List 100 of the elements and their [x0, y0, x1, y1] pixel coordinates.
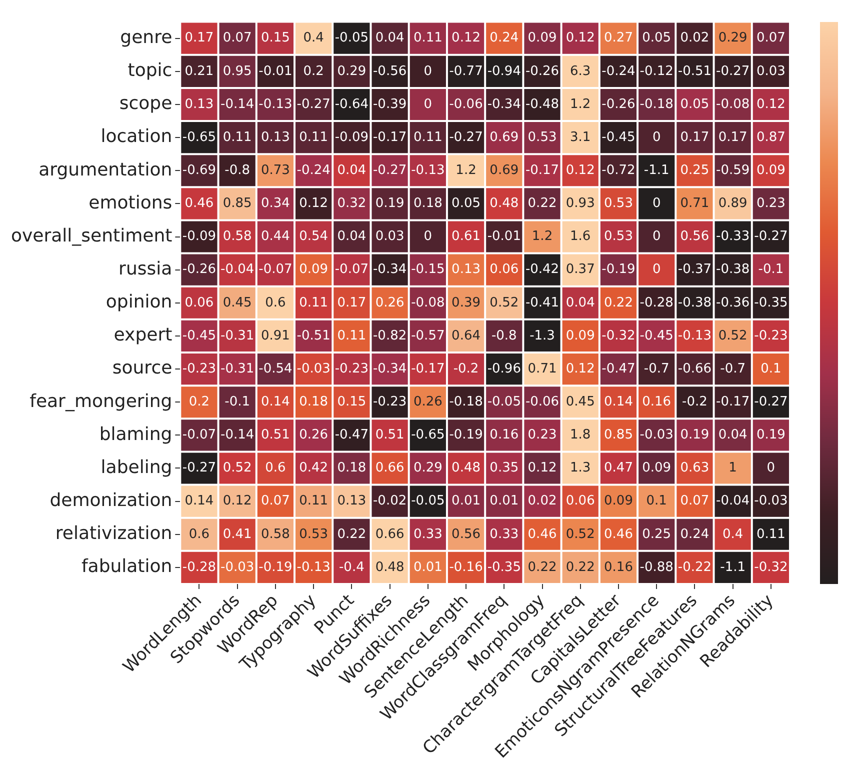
data-label: -0.36 — [716, 295, 750, 310]
data-label: -0.23 — [372, 394, 407, 410]
data-label: 0.11 — [299, 130, 328, 145]
data-label: 0.17 — [680, 130, 710, 145]
data-label: 0.37 — [566, 262, 595, 278]
data-label: 0.17 — [337, 295, 366, 310]
data-label: -0.1 — [224, 394, 250, 410]
data-label: -0.82 — [372, 328, 407, 344]
data-label: 0.44 — [260, 229, 290, 244]
data-label: -0.19 — [258, 560, 292, 575]
data-label: 0.23 — [528, 428, 557, 443]
data-label: 0.06 — [490, 262, 519, 278]
data-label: -0.37 — [678, 262, 712, 278]
data-label: -0.16 — [449, 560, 483, 575]
data-label: 1.2 — [532, 229, 553, 244]
data-label: 0.69 — [490, 162, 519, 178]
data-label: 0.53 — [528, 130, 557, 145]
data-label: 0.22 — [566, 560, 595, 575]
data-label: 0.6 — [188, 526, 210, 542]
data-label: -0.57 — [411, 328, 445, 344]
data-label: -0.03 — [640, 428, 674, 443]
data-label: 0.05 — [680, 96, 710, 112]
y-tick-label: argumentation — [38, 159, 172, 180]
data-label: -0.65 — [182, 130, 216, 145]
data-label: -0.23 — [754, 328, 788, 344]
data-label: 0.29 — [718, 30, 748, 46]
data-label: 1.6 — [570, 229, 591, 244]
data-label: -0.34 — [372, 361, 407, 376]
data-label: -0.17 — [525, 162, 560, 178]
data-label: 0.05 — [452, 196, 480, 212]
y-tick-label: labeling — [100, 456, 172, 478]
data-label: 0 — [652, 262, 661, 278]
data-label: 0.14 — [184, 494, 214, 509]
data-label: -0.47 — [334, 428, 368, 443]
data-label: -0.27 — [449, 130, 483, 145]
y-tick-label: russia — [118, 258, 172, 280]
data-label: 0.16 — [642, 394, 672, 410]
data-label: 0.04 — [337, 162, 366, 178]
data-label: 0.07 — [260, 494, 290, 509]
data-label: 0.04 — [566, 295, 595, 310]
data-label: -0.22 — [678, 560, 712, 575]
data-label: 0.29 — [413, 460, 442, 476]
data-label: 0.71 — [680, 196, 710, 212]
data-label: 0.22 — [528, 560, 557, 575]
data-label: -0.13 — [296, 560, 330, 575]
data-label: -0.04 — [220, 262, 254, 278]
data-label: 0.06 — [184, 295, 214, 310]
data-label: 0.17 — [718, 130, 748, 145]
data-label: 0.53 — [299, 526, 328, 542]
data-label: 0.61 — [452, 229, 480, 244]
data-label: 0.26 — [375, 295, 404, 310]
data-label: -0.2 — [453, 361, 479, 376]
data-label: -0.26 — [525, 64, 560, 79]
data-label: 0.48 — [490, 196, 519, 212]
data-label: -0.27 — [182, 460, 216, 476]
data-label: -0.23 — [334, 361, 368, 376]
data-label: 0.26 — [413, 394, 442, 410]
data-label: 0.52 — [718, 328, 748, 344]
data-label: -0.7 — [644, 361, 670, 376]
data-label: 0.51 — [260, 428, 290, 443]
data-label: 0 — [652, 196, 661, 212]
data-label: -1.1 — [644, 162, 670, 178]
data-label: 0.32 — [337, 196, 366, 212]
data-label: -0.08 — [411, 295, 445, 310]
data-label: 0.12 — [566, 162, 595, 178]
data-label: -0.41 — [525, 295, 560, 310]
data-label: 0.09 — [642, 460, 672, 476]
data-label: 0.12 — [222, 494, 252, 509]
data-label: -0.07 — [334, 262, 368, 278]
data-label: -0.07 — [258, 262, 292, 278]
data-label: 0.01 — [490, 494, 519, 509]
data-label: -0.03 — [754, 494, 788, 509]
data-label: -0.72 — [602, 162, 636, 178]
data-label: 0.58 — [222, 229, 252, 244]
data-label: 0.63 — [680, 460, 710, 476]
data-label: -0.02 — [372, 494, 407, 509]
data-label: -0.2 — [682, 394, 708, 410]
data-label: -0.96 — [487, 361, 521, 376]
data-label: 0.19 — [756, 428, 786, 443]
data-label: 0.19 — [680, 428, 710, 443]
data-label: 0.85 — [222, 196, 252, 212]
y-tick-label: demonization — [50, 490, 172, 511]
data-label: 1 — [728, 460, 737, 476]
data-label: -0.17 — [716, 394, 750, 410]
data-label: 0.15 — [260, 30, 290, 46]
data-label: 0.1 — [760, 361, 782, 376]
data-label: 0.09 — [756, 162, 786, 178]
data-label: -0.03 — [296, 361, 330, 376]
data-label: -0.38 — [716, 262, 750, 278]
data-label: 0.18 — [299, 394, 328, 410]
data-label: 0.01 — [413, 560, 442, 575]
data-label: 0.2 — [303, 64, 324, 79]
data-label: 0.6 — [265, 460, 286, 476]
data-label: 0.29 — [337, 64, 366, 79]
data-label: -0.4 — [338, 560, 364, 575]
y-tick-label: fabulation — [81, 556, 172, 578]
data-label: -0.77 — [449, 64, 483, 79]
data-label: -0.27 — [372, 162, 407, 178]
data-label: -0.56 — [372, 64, 407, 79]
data-label: 0.13 — [260, 130, 290, 145]
